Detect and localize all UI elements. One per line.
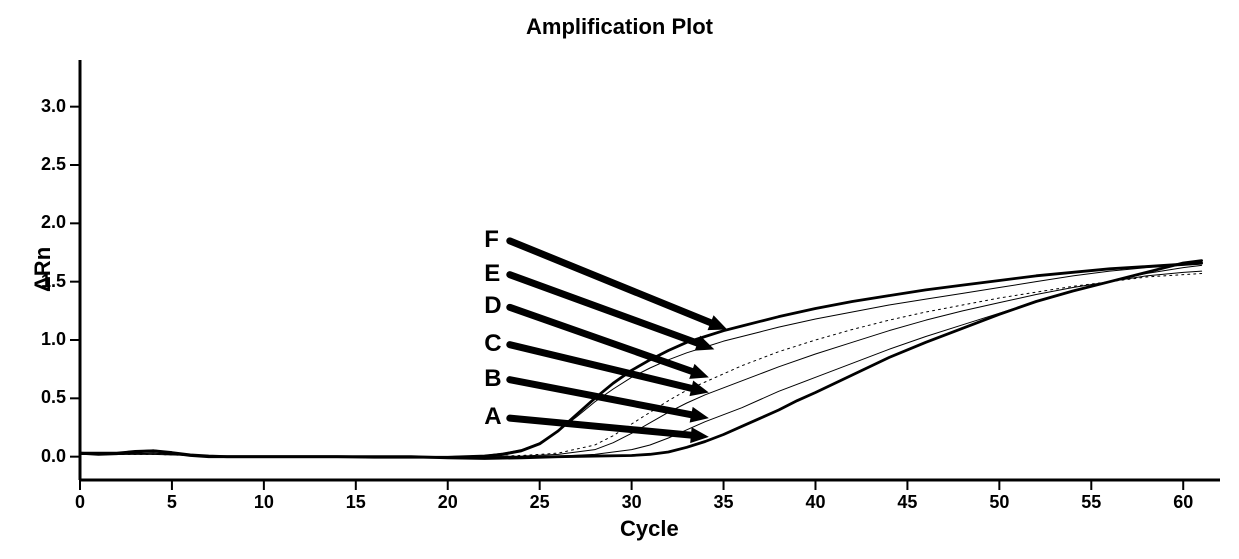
x-tick-label: 15 — [346, 492, 366, 513]
x-tick-label: 0 — [75, 492, 85, 513]
annotation-label-C: C — [484, 330, 501, 358]
annotation-arrowhead-B — [690, 407, 709, 423]
annotation-label-D: D — [484, 292, 501, 320]
x-tick-label: 50 — [989, 492, 1009, 513]
annotation-label-B: B — [484, 365, 501, 393]
y-tick-label: 1.5 — [41, 271, 66, 292]
y-tick-label: 1.0 — [41, 329, 66, 350]
x-tick-label: 35 — [714, 492, 734, 513]
x-tick-label: 5 — [167, 492, 177, 513]
x-tick-label: 30 — [622, 492, 642, 513]
annotation-label-A: A — [484, 403, 501, 431]
x-tick-label: 10 — [254, 492, 274, 513]
x-tick-label: 40 — [805, 492, 825, 513]
y-tick-label: 3.0 — [41, 96, 66, 117]
annotation-label-F: F — [484, 226, 499, 254]
x-tick-label: 55 — [1081, 492, 1101, 513]
amplification-plot-stage: { "chart": { "type": "line", "title": "A… — [0, 0, 1239, 559]
y-tick-label: 0.5 — [41, 387, 66, 408]
annotation-arrow-A — [510, 418, 698, 436]
plot-svg — [0, 0, 1239, 559]
y-tick-label: 2.0 — [41, 212, 66, 233]
x-tick-label: 60 — [1173, 492, 1193, 513]
annotation-arrowhead-C — [689, 381, 708, 397]
y-tick-label: 0.0 — [41, 446, 66, 467]
y-tick-label: 2.5 — [41, 154, 66, 175]
annotation-label-E: E — [484, 260, 500, 288]
x-tick-label: 45 — [897, 492, 917, 513]
annotation-arrowhead-D — [689, 364, 709, 379]
x-tick-label: 25 — [530, 492, 550, 513]
x-tick-label: 20 — [438, 492, 458, 513]
